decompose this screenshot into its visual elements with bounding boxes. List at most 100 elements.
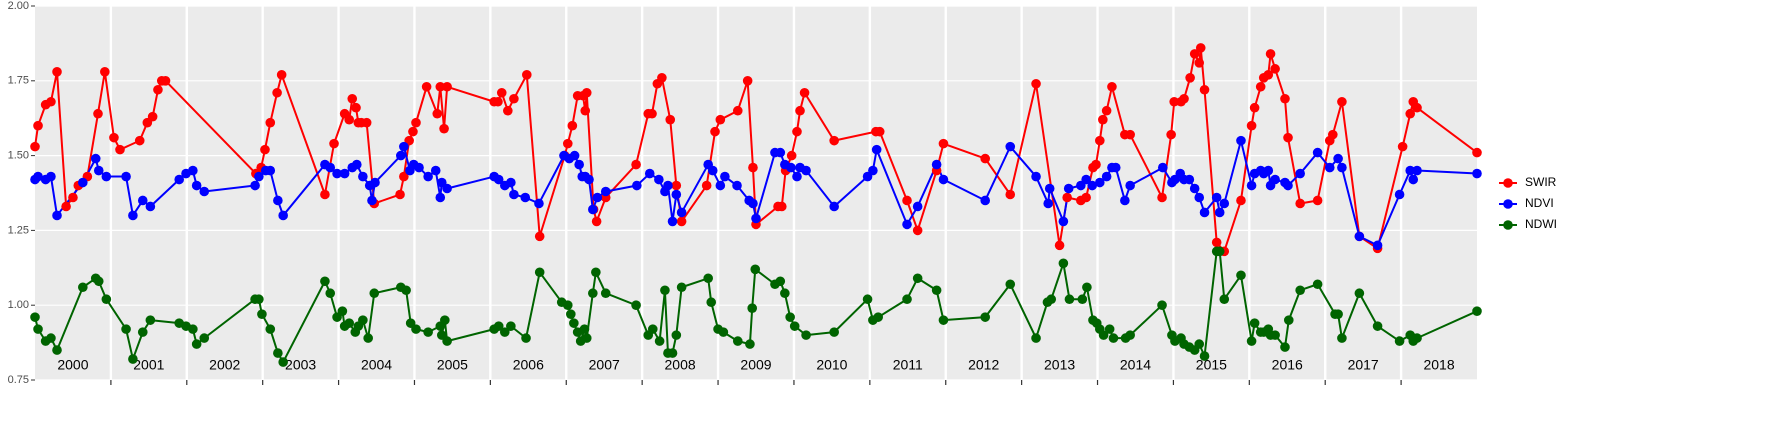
- data-point: [78, 177, 88, 188]
- data-point: [871, 144, 882, 155]
- data-point: [792, 126, 802, 137]
- data-point: [33, 171, 43, 182]
- data-point: [980, 312, 991, 322]
- data-point: [1046, 294, 1057, 305]
- data-point: [367, 195, 377, 206]
- data-point: [829, 135, 839, 146]
- legend-marker: [1503, 178, 1513, 188]
- data-point: [732, 336, 743, 346]
- data-point: [1246, 180, 1257, 191]
- data-point: [432, 108, 443, 119]
- x-tick-label: 2002: [209, 357, 240, 373]
- data-point: [1058, 216, 1069, 227]
- data-point: [1472, 306, 1482, 316]
- data-point: [1107, 81, 1117, 92]
- data-point: [912, 273, 923, 284]
- data-point: [93, 276, 104, 287]
- data-point: [1095, 177, 1105, 188]
- data-point: [396, 150, 406, 161]
- data-point: [1249, 102, 1260, 113]
- data-point: [199, 186, 210, 197]
- data-point: [1263, 70, 1274, 80]
- data-point: [1354, 231, 1365, 242]
- data-point: [1236, 270, 1246, 281]
- x-tick-label: 2005: [437, 357, 468, 373]
- data-point: [671, 189, 682, 200]
- data-point: [1005, 189, 1016, 200]
- data-point: [1098, 114, 1108, 125]
- data-point: [1280, 342, 1290, 352]
- data-point: [435, 81, 446, 92]
- data-point: [592, 192, 603, 203]
- data-point: [1125, 180, 1135, 191]
- data-point: [569, 150, 580, 161]
- data-point: [399, 171, 409, 182]
- data-point: [902, 219, 912, 230]
- data-point: [273, 348, 283, 358]
- data-point: [1082, 282, 1092, 293]
- data-point: [600, 186, 611, 197]
- data-point: [654, 336, 665, 346]
- series-line: [34, 139, 1478, 247]
- data-point: [257, 309, 267, 319]
- data-point: [931, 159, 942, 170]
- data-point: [109, 132, 119, 143]
- data-point: [1031, 333, 1041, 343]
- data-point: [1120, 195, 1130, 206]
- data-point: [1058, 258, 1069, 269]
- data-point: [1104, 324, 1115, 334]
- data-point: [423, 327, 433, 337]
- legend-label: SWIR: [1525, 175, 1557, 189]
- data-point: [265, 324, 276, 334]
- data-point: [1031, 78, 1041, 89]
- data-point: [121, 324, 131, 334]
- data-point: [46, 96, 56, 107]
- x-tick-label: 2007: [589, 357, 620, 373]
- data-point: [52, 210, 62, 221]
- data-point: [1063, 183, 1074, 194]
- data-point: [1157, 300, 1167, 311]
- y-tick-label: 1.25: [8, 224, 29, 236]
- data-point: [1189, 49, 1200, 59]
- data-point: [52, 345, 62, 355]
- data-point: [1087, 180, 1098, 191]
- data-point: [337, 306, 348, 316]
- data-point: [631, 159, 641, 170]
- data-point: [938, 315, 949, 325]
- data-point: [521, 333, 531, 343]
- data-point: [980, 195, 991, 206]
- data-point: [777, 201, 787, 212]
- data-point: [786, 162, 796, 173]
- data-point: [273, 195, 283, 206]
- data-point: [980, 153, 991, 164]
- plot-panel: [35, 6, 1477, 380]
- data-point: [747, 303, 758, 313]
- data-point: [260, 144, 270, 155]
- data-point: [647, 324, 658, 334]
- data-point: [160, 76, 171, 86]
- data-point: [1091, 159, 1101, 170]
- data-point: [631, 300, 641, 311]
- data-point: [254, 294, 264, 305]
- data-point: [701, 180, 712, 191]
- data-point: [1333, 309, 1343, 319]
- legend-marker: [1503, 199, 1513, 209]
- x-tick-label: 2011: [893, 357, 923, 373]
- data-point: [584, 174, 594, 185]
- x-tick-label: 2006: [513, 357, 544, 373]
- data-point: [667, 216, 678, 227]
- data-point: [1101, 171, 1112, 182]
- data-point: [931, 285, 942, 296]
- data-point: [361, 117, 372, 128]
- data-point: [430, 165, 441, 176]
- data-point: [745, 339, 755, 349]
- data-point: [1211, 192, 1222, 203]
- data-point: [591, 267, 601, 278]
- data-point: [1270, 64, 1280, 74]
- data-point: [671, 180, 682, 191]
- data-point: [775, 147, 786, 158]
- data-point: [188, 324, 198, 334]
- data-point: [1185, 73, 1195, 83]
- data-point: [715, 180, 726, 191]
- data-point: [320, 276, 330, 287]
